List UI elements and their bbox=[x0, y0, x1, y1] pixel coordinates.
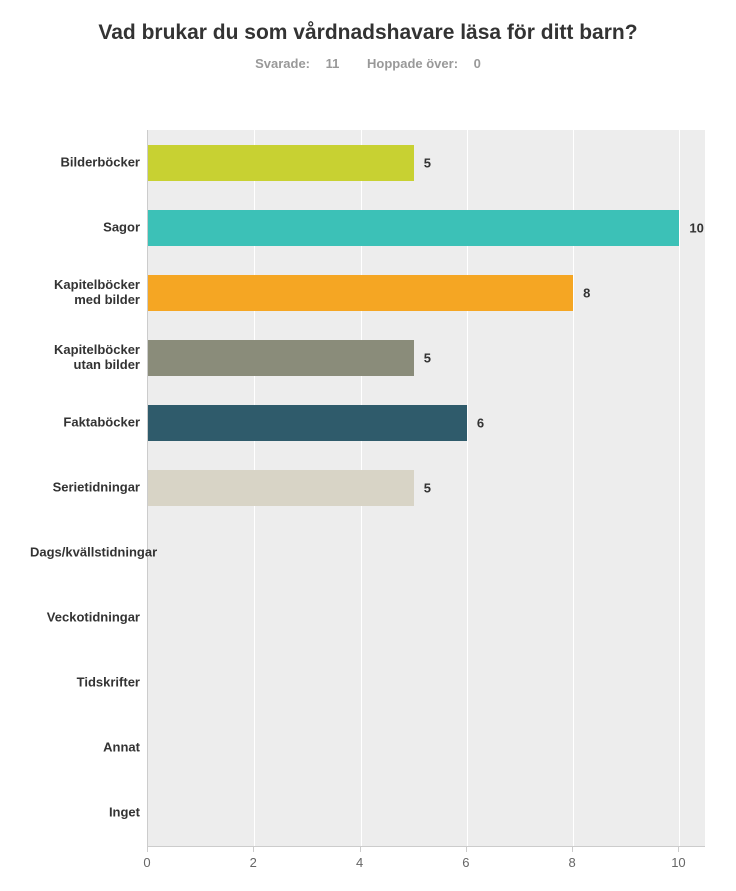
plot-area: 5 10 8 5 6 5 bbox=[147, 130, 705, 846]
x-axis: 0246810 bbox=[147, 846, 705, 876]
bar: 5 bbox=[148, 470, 414, 506]
x-tick-mark bbox=[253, 847, 254, 852]
category-label: Tidskrifter bbox=[30, 676, 140, 691]
grid-line bbox=[679, 130, 680, 846]
x-tick-label: 0 bbox=[143, 855, 150, 870]
category-label: Sagor bbox=[30, 220, 140, 235]
x-tick-mark bbox=[466, 847, 467, 852]
x-tick-label: 8 bbox=[569, 855, 576, 870]
x-tick-mark bbox=[572, 847, 573, 852]
category-label: Bilderböcker bbox=[30, 155, 140, 170]
x-tick-mark bbox=[360, 847, 361, 852]
category-label: Serietidningar bbox=[30, 481, 140, 496]
chart-subtitle: Svarade: 11 Hoppade över: 0 bbox=[10, 56, 726, 71]
answered-label: Svarade: 11 bbox=[249, 56, 345, 71]
x-tick-label: 4 bbox=[356, 855, 363, 870]
bar: 5 bbox=[148, 145, 414, 181]
x-tick-label: 2 bbox=[250, 855, 257, 870]
bar-value: 5 bbox=[424, 155, 431, 170]
bar-value: 8 bbox=[583, 285, 590, 300]
bar: 5 bbox=[148, 340, 414, 376]
bar: 8 bbox=[148, 275, 573, 311]
bar-value: 5 bbox=[424, 350, 431, 365]
category-label: Faktaböcker bbox=[30, 415, 140, 430]
survey-bar-chart: Vad brukar du som vårdnadshavare läsa fö… bbox=[0, 0, 736, 891]
bar-value: 6 bbox=[477, 415, 484, 430]
x-tick-mark bbox=[678, 847, 679, 852]
x-tick-mark bbox=[147, 847, 148, 852]
bar-value: 5 bbox=[424, 481, 431, 496]
y-axis-labels: Bilderböcker Sagor Kapitelböcker med bilde… bbox=[0, 130, 140, 846]
category-label: Veckotidningar bbox=[30, 611, 140, 626]
x-tick-label: 10 bbox=[671, 855, 685, 870]
category-label: Inget bbox=[30, 806, 140, 821]
category-label: Kapitelböcker utan bilder bbox=[30, 343, 140, 373]
category-label: Kapitelböcker med bilder bbox=[30, 278, 140, 308]
x-tick-label: 6 bbox=[462, 855, 469, 870]
category-label: Annat bbox=[30, 741, 140, 756]
bar: 6 bbox=[148, 405, 467, 441]
chart-title: Vad brukar du som vårdnadshavare läsa fö… bbox=[10, 20, 726, 46]
skipped-label: Hoppade över: 0 bbox=[361, 56, 487, 71]
bar-value: 10 bbox=[689, 220, 703, 235]
category-label: Dags/kvällstidningar bbox=[30, 546, 140, 561]
bar: 10 bbox=[148, 210, 679, 246]
